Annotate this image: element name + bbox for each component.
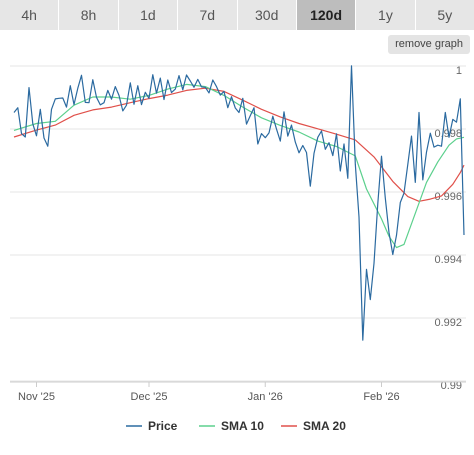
series-line-sma-20: [13, 87, 465, 202]
tab-1d[interactable]: 1d: [118, 0, 179, 30]
x-tick-label: Nov '25: [18, 391, 55, 403]
tab-1y[interactable]: 1y: [356, 0, 416, 30]
y-tick-label: 0.996: [434, 191, 462, 203]
tab-120d[interactable]: 120d: [296, 0, 357, 30]
series-line-sma-10: [13, 83, 465, 249]
legend-label: Price: [148, 419, 178, 433]
series-line-price: [13, 65, 465, 341]
y-tick-label: 0.994: [434, 254, 462, 266]
x-tick-label: Jan '26: [248, 391, 283, 403]
tab-30d[interactable]: 30d: [237, 0, 297, 30]
remove-graph-button[interactable]: remove graph: [388, 35, 470, 54]
legend-label: SMA 10: [221, 419, 264, 433]
tab-4h[interactable]: 4h: [0, 0, 60, 30]
x-tick-label: Feb '26: [363, 391, 399, 403]
tab-5y[interactable]: 5y: [415, 0, 474, 30]
y-tick-label: 0.992: [434, 317, 462, 329]
legend-label: SMA 20: [303, 419, 346, 433]
timeframe-tabs: 4h 8h 1d 7d 30d 120d 1y 5y: [0, 0, 474, 30]
y-tick-label: 1: [456, 65, 462, 77]
x-tick-label: Dec '25: [131, 391, 168, 403]
tab-7d[interactable]: 7d: [178, 0, 238, 30]
tab-8h[interactable]: 8h: [59, 0, 119, 30]
y-tick-label: 0.99: [441, 380, 462, 392]
